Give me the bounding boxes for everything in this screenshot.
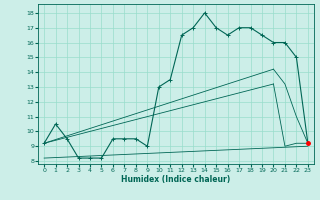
X-axis label: Humidex (Indice chaleur): Humidex (Indice chaleur) (121, 175, 231, 184)
